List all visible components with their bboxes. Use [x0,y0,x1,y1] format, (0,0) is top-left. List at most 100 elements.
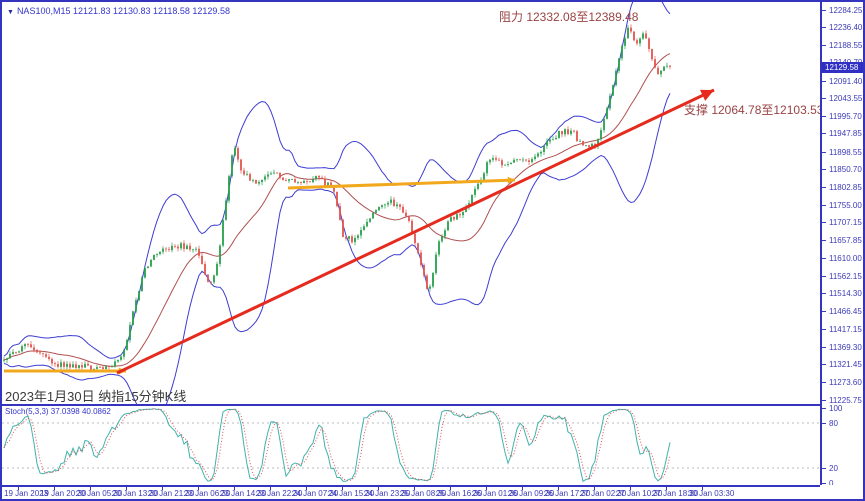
price-axis-tick [822,9,826,11]
panel-divider[interactable] [2,485,820,487]
price-axis-label: 11562.15 [829,271,862,281]
price-axis-tick [822,293,826,295]
price-axis-tick [822,257,826,259]
stoch-axis-tick [822,422,826,424]
time-axis-tick [18,487,19,490]
price-axis-label: 11225.75 [829,395,862,405]
price-axis-tick [822,204,826,206]
price-axis-label: 11707.15 [829,218,862,228]
time-axis-label: 19 Jan 20:30 [40,489,87,498]
price-axis-tick [822,27,826,29]
price-axis-label: 12188.55 [829,40,863,50]
stoch-axis-tick [822,482,826,484]
time-axis-tick [558,487,559,490]
time-axis-tick [342,487,343,490]
candlestick-chart-canvas[interactable] [2,2,820,404]
price-axis-label: 11417.15 [829,324,862,334]
time-axis-tick [450,487,451,490]
price-axis-tick [822,133,826,135]
time-axis-tick [306,487,307,490]
price-axis-label: 11369.30 [829,342,862,352]
time-axis-tick [234,487,235,490]
time-axis-label: 27 Jan 18:30 [652,489,699,498]
price-axis-label: 11850.70 [829,165,862,175]
time-axis-label: 24 Jan 07:30 [292,489,339,498]
price-axis-tick [822,44,826,46]
panel-divider[interactable] [2,404,820,406]
time-axis-tick [54,487,55,490]
price-axis-label: 11321.45 [829,360,862,370]
support-annotation: 支撑 12064.78至12103.53 [684,103,820,117]
price-axis-tick [822,169,826,171]
price-axis-tick [822,151,826,153]
time-axis[interactable]: 19 Jan 2023 19 Jan 20:30 20 Jan 05:30 20 Ja… [2,487,863,499]
time-axis-label: 25 Jan 08:30 [400,489,447,498]
price-axis-tick [822,364,826,366]
price-axis-label: 11657.85 [829,236,862,246]
stochastic-canvas[interactable] [2,406,820,485]
chevron-down-icon[interactable]: ▼ [7,9,14,16]
price-chart-panel[interactable]: ▼ NAS100,M15 12121.83 12130.83 12118.58 1… [2,2,820,404]
time-axis-tick [630,487,631,490]
resistance-annotation: 阻力 12332.08至12389.48 [499,10,639,24]
price-axis-tick [822,115,826,117]
price-axis-label: 11802.85 [829,182,862,192]
price-axis-tick [822,310,826,312]
time-axis-label: 27 Jan 10:30 [616,489,663,498]
symbol-ohlc-text: NAS100,M15 12121.83 12130.83 12118.58 12… [16,6,230,16]
time-axis-tick [90,487,91,490]
price-axis-label: 11995.70 [829,111,862,121]
price-axis-label: 11947.85 [829,129,862,139]
price-axis-tick [822,328,826,330]
time-axis-label: 19 Jan 2023 [4,489,49,498]
symbol-ohlc-readout: ▼ NAS100,M15 12121.83 12130.83 12118.58 1… [7,6,230,16]
time-axis-label: 23 Jan 06:30 [184,489,231,498]
price-axis-label: 11273.60 [829,377,862,387]
time-axis-label: 20 Jan 21:30 [148,489,195,498]
time-axis-tick [486,487,487,490]
time-axis-label: 23 Jan 22:30 [256,489,303,498]
time-axis-label: 25 Jan 16:30 [436,489,483,498]
time-axis-tick [414,487,415,490]
stoch-axis-label: 80 [829,418,838,428]
price-axis-tick [822,381,826,383]
time-axis-label: 20 Jan 13:30 [112,489,159,498]
time-axis-tick [522,487,523,490]
time-axis-label: 23 Jan 14:30 [220,489,267,498]
time-axis-label: 30 Jan 03:30 [688,489,735,498]
price-axis-label: 11514.30 [829,289,862,299]
current-price-tag: 12129.58 [822,61,863,73]
price-axis[interactable]: 12129.58 12284.2512236.4012188.5512140.7… [820,2,863,486]
time-axis-tick [378,487,379,490]
price-axis-tick [822,80,826,82]
price-axis-tick [822,399,826,401]
stoch-axis-label: 100 [829,403,843,413]
time-axis-label: 27 Jan 02:30 [580,489,627,498]
stoch-axis-tick [822,467,826,469]
price-axis-tick [822,98,826,100]
time-axis-tick [126,487,127,490]
price-axis-label: 12236.40 [829,23,863,33]
stoch-axis-label: 0 [829,478,834,486]
price-axis-label: 11755.00 [829,200,862,210]
price-axis-label: 12043.55 [829,94,863,104]
time-axis-tick [198,487,199,490]
price-axis-label: 11610.00 [829,253,862,263]
stoch-axis-tick [822,407,826,409]
stochastic-indicator-label: Stoch(5,3,3) 37.0398 40.0862 [5,407,111,416]
time-axis-tick [702,487,703,490]
stochastic-panel[interactable]: Stoch(5,3,3) 37.0398 40.0862 [2,406,820,485]
stoch-axis-label: 20 [829,463,838,473]
time-axis-label: 26 Jan 17:30 [544,489,591,498]
time-axis-tick [270,487,271,490]
price-axis-tick [822,240,826,242]
price-axis-label: 11466.45 [829,306,862,316]
price-axis-label: 12284.25 [829,5,863,15]
price-axis-label: 12091.40 [829,76,863,86]
price-axis-tick [822,275,826,277]
time-axis-label: 26 Jan 01:30 [472,489,519,498]
chart-title-annotation: 2023年1月30日 纳指15分钟K线 [5,389,187,404]
time-axis-label: 24 Jan 23:30 [364,489,411,498]
price-axis-tick [822,346,826,348]
